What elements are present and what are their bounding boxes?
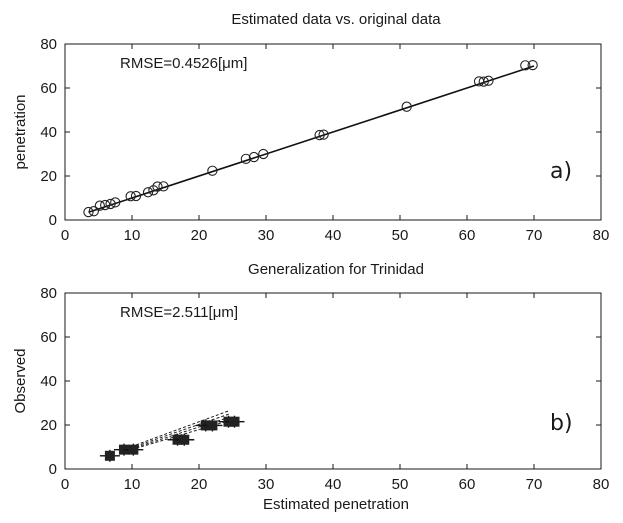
data-point bbox=[100, 199, 111, 211]
x-tick-label: 60 bbox=[459, 476, 476, 493]
data-point bbox=[240, 153, 252, 164]
fit-line bbox=[121, 416, 230, 453]
panel-b-title: Generalization for Trinidad bbox=[248, 261, 424, 278]
panel-b-xlabel: Estimated penetration bbox=[263, 496, 409, 513]
x-tick-label: 0 bbox=[61, 476, 69, 493]
data-point bbox=[224, 415, 245, 428]
data-point bbox=[152, 181, 163, 192]
x-tick-label: 60 bbox=[459, 227, 476, 244]
y-tick-label: 80 bbox=[40, 36, 57, 53]
panel-b-rmse-annotation: RMSE=2.511[μm] bbox=[120, 304, 238, 321]
panel-a: Estimated data vs. original data 0 10 20 30… bbox=[12, 11, 609, 244]
x-tick-label: 80 bbox=[593, 227, 610, 244]
x-tick-label: 20 bbox=[191, 227, 208, 244]
data-point bbox=[130, 190, 142, 202]
y-tick-label: 20 bbox=[40, 168, 57, 185]
data-point bbox=[94, 200, 105, 211]
data-point bbox=[520, 60, 531, 71]
y-tick-label: 60 bbox=[40, 329, 57, 346]
panel-a-ylabel: penetration bbox=[12, 94, 29, 169]
fit-line bbox=[121, 413, 230, 452]
panel-a-label: a) bbox=[550, 159, 572, 184]
data-point bbox=[318, 129, 329, 140]
panel-b-points bbox=[99, 415, 245, 462]
panel-b-ylabel: Observed bbox=[12, 348, 29, 413]
data-point bbox=[83, 206, 94, 218]
panel-b: Generalization for Trinidad 0 10 20 30 40 50 6… bbox=[12, 261, 609, 513]
data-point bbox=[401, 101, 412, 112]
panel-a-ticks: 0 10 20 30 40 50 60 70 80 0 20 40 60 80 bbox=[40, 36, 609, 244]
panel-a-title: Estimated data vs. original data bbox=[231, 11, 441, 28]
y-tick-label: 20 bbox=[40, 417, 57, 434]
data-point bbox=[158, 181, 169, 192]
data-point bbox=[123, 443, 144, 456]
x-tick-label: 20 bbox=[191, 476, 208, 493]
data-point bbox=[110, 197, 121, 208]
data-point bbox=[105, 198, 116, 210]
data-point bbox=[483, 75, 494, 86]
x-tick-label: 10 bbox=[124, 227, 141, 244]
y-tick-label: 0 bbox=[49, 212, 57, 229]
data-point bbox=[202, 419, 223, 432]
data-point bbox=[125, 191, 136, 202]
fit-line bbox=[121, 410, 230, 451]
panel-b-ticks: 0 10 20 30 40 50 60 70 80 0 20 40 60 80 bbox=[40, 285, 609, 493]
x-tick-label: 40 bbox=[325, 476, 342, 493]
x-tick-label: 40 bbox=[325, 227, 342, 244]
y-tick-label: 40 bbox=[40, 124, 57, 141]
fit-line bbox=[88, 65, 535, 214]
data-point bbox=[174, 433, 195, 446]
x-tick-label: 30 bbox=[258, 227, 275, 244]
panel-a-fit-line bbox=[88, 65, 535, 214]
y-tick-label: 0 bbox=[49, 461, 57, 478]
panel-a-rmse-annotation: RMSE=0.4526[μm] bbox=[120, 55, 247, 72]
data-point bbox=[99, 449, 120, 462]
panel-b-label: b) bbox=[550, 411, 573, 436]
data-point bbox=[207, 165, 218, 176]
data-point bbox=[527, 59, 538, 71]
data-point bbox=[258, 148, 269, 160]
y-tick-label: 60 bbox=[40, 80, 57, 97]
y-tick-label: 40 bbox=[40, 373, 57, 390]
x-tick-label: 50 bbox=[392, 227, 409, 244]
x-tick-label: 10 bbox=[124, 476, 141, 493]
x-tick-label: 70 bbox=[526, 476, 543, 493]
data-point bbox=[314, 129, 325, 141]
data-point bbox=[88, 206, 99, 217]
data-point bbox=[248, 151, 260, 163]
x-tick-label: 30 bbox=[258, 476, 275, 493]
x-tick-label: 80 bbox=[593, 476, 610, 493]
data-point bbox=[142, 187, 154, 198]
x-tick-label: 70 bbox=[526, 227, 543, 244]
data-point bbox=[478, 76, 489, 87]
x-tick-label: 50 bbox=[392, 476, 409, 493]
y-tick-label: 80 bbox=[40, 285, 57, 302]
panel-a-points bbox=[83, 59, 538, 218]
x-tick-label: 0 bbox=[61, 227, 69, 244]
